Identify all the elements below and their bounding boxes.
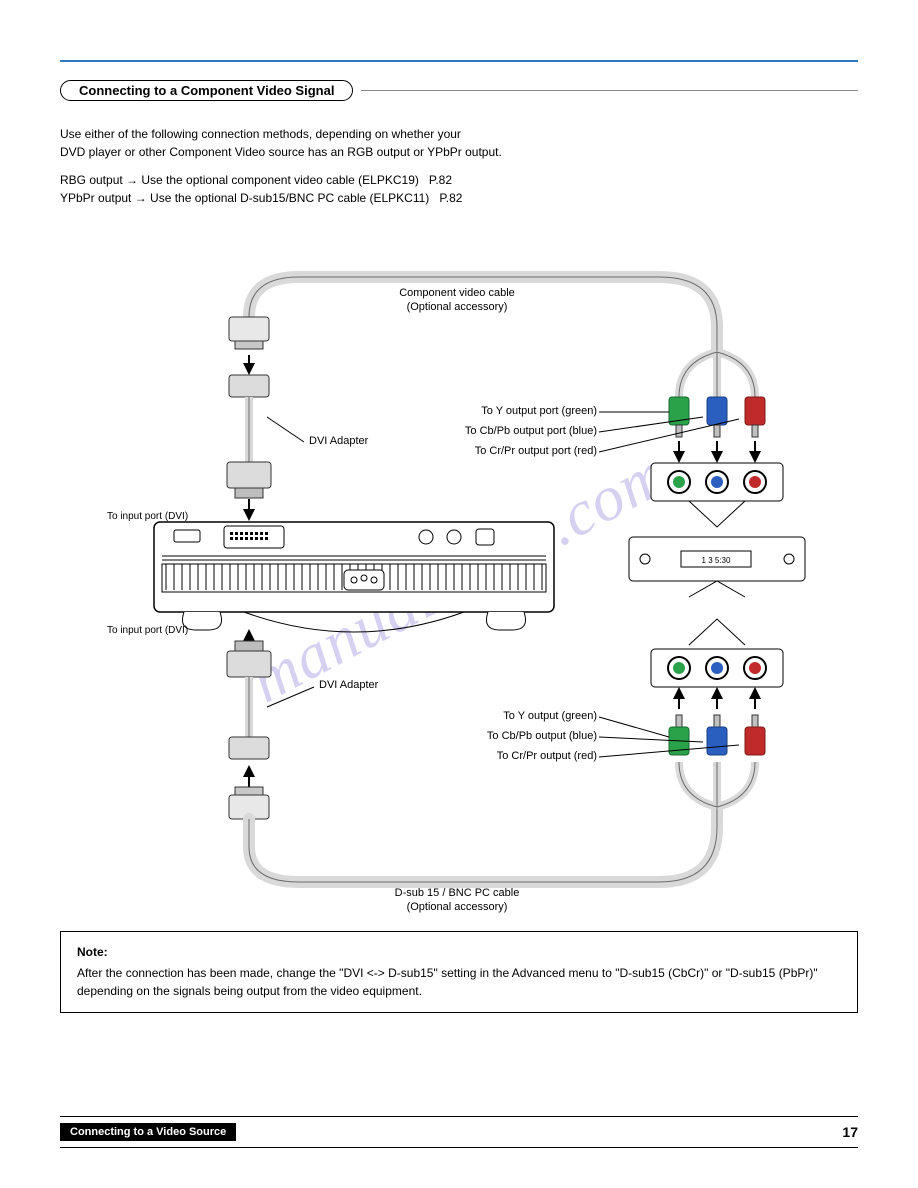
section-heading-row: Connecting to a Component Video Signal [60,80,858,101]
rca-top-cr: To Cr/Pr output port (red) [439,445,597,459]
connection-diagram: manualshive.com [99,247,819,907]
dvi-adapter-label-bottom: DVI Adapter [319,679,378,693]
intro-line-4: YPbPr output → Use the optional D-sub15/… [60,189,858,207]
top-cable-label: Component video cable (Optional accessor… [357,287,557,315]
section-heading-pill: Connecting to a Component Video Signal [60,80,353,101]
svg-text:1 3 5:30: 1 3 5:30 [702,556,731,565]
footer-section-label: Connecting to a Video Source [60,1123,236,1141]
dvi-adapter-label-top: DVI Adapter [309,435,368,449]
rca-bot-cb: To Cb/Pb output (blue) [449,730,597,744]
bottom-cable-label: D-sub 15 / BNC PC cable (Optional access… [357,887,557,915]
rca-bot-y: To Y output (green) [459,710,597,724]
diagram-svg: 1 3 5:30 [99,247,819,907]
intro-line-2: DVD player or other Component Video sour… [60,143,858,161]
note-box: Note: After the connection has been made… [60,931,858,1013]
footer: Connecting to a Video Source 17 [60,1116,858,1148]
to-input-port-top: To input port (DVI) [107,511,188,524]
rca-top-cb: To Cb/Pb output port (blue) [439,425,597,439]
section-heading-rule [361,90,858,91]
intro-paragraph: Use either of the following connection m… [60,125,858,207]
rca-bot-cr: To Cr/Pr output (red) [449,750,597,764]
header-rule [60,60,858,62]
page-number: 17 [842,1124,858,1140]
intro-line-1: Use either of the following connection m… [60,125,858,143]
note-body: After the connection has been made, chan… [77,965,841,1000]
rca-top-y: To Y output port (green) [449,405,597,419]
note-heading: Note: [77,944,841,961]
intro-line-3: RBG output → Use the optional component … [60,171,858,189]
to-input-port-bottom: To input port (DVI) [107,625,188,638]
